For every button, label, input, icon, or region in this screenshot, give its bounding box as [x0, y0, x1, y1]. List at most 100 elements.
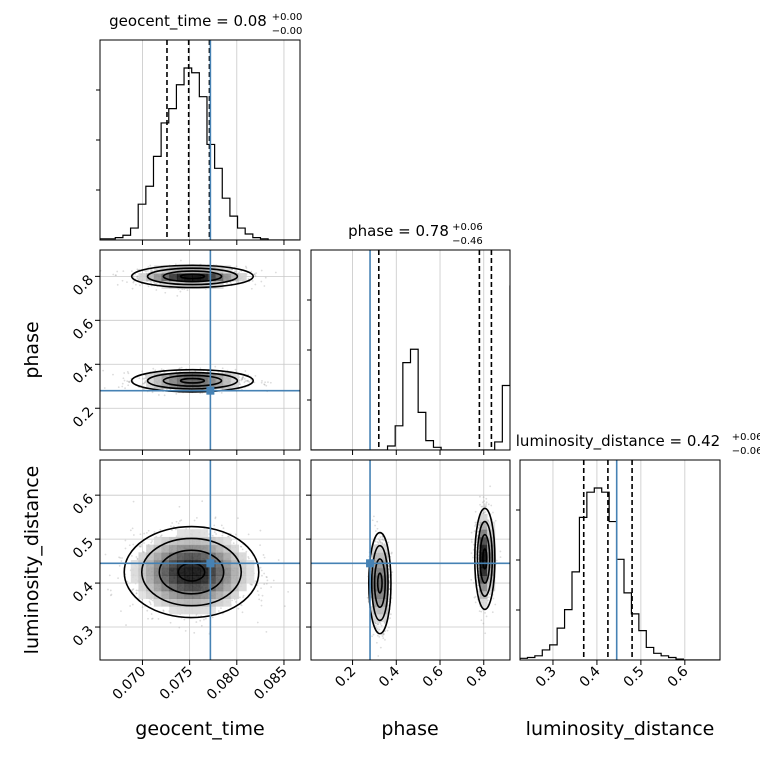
sample-point [213, 524, 216, 527]
sample-point [157, 617, 160, 620]
density-cell [200, 575, 209, 584]
sample-point [179, 520, 181, 522]
y-tick-label: 0.6 [70, 491, 97, 518]
sample-point [102, 369, 105, 372]
sample-point [375, 624, 377, 627]
sample-point [194, 370, 197, 372]
title-value: 0.42 [687, 432, 720, 450]
contour-line [146, 267, 239, 286]
sample-point [379, 541, 382, 544]
sample-point [152, 367, 155, 370]
sample-point [379, 542, 382, 544]
density-cell [146, 567, 155, 576]
sample-point [153, 281, 156, 284]
sample-point [139, 533, 142, 536]
sample-point [193, 631, 196, 634]
axes-frame [310, 249, 511, 451]
density-cell [138, 583, 147, 592]
density-cell [161, 280, 170, 289]
contour-line [146, 371, 239, 390]
sample-point [389, 613, 392, 616]
density-cell [223, 380, 232, 389]
sample-point [277, 559, 280, 561]
sample-point [250, 378, 253, 381]
sample-point [141, 377, 144, 380]
sample-point [180, 366, 183, 369]
density-cell [207, 273, 216, 282]
sample-point [155, 289, 158, 291]
sample-point [267, 381, 269, 383]
axes-frame [99, 249, 301, 451]
sample-point [195, 621, 198, 623]
sample-point [193, 519, 196, 522]
density-cell [207, 567, 216, 576]
sample-point [259, 544, 262, 546]
sample-point [242, 594, 245, 597]
density-cell [153, 567, 163, 576]
sample-point [134, 273, 137, 276]
sample-point [151, 270, 153, 272]
sample-point [245, 550, 248, 553]
sample-point [260, 604, 263, 607]
density-cell [223, 598, 232, 607]
sample-point [127, 380, 130, 383]
sample-point [204, 617, 207, 620]
sample-point [179, 290, 182, 293]
sample-point [260, 599, 263, 602]
sample-point [143, 532, 146, 535]
density-cell [192, 598, 201, 607]
sample-point [160, 535, 162, 538]
sample-point [388, 598, 390, 601]
density-cell [138, 552, 147, 561]
sample-point [127, 372, 130, 375]
sample-point [145, 532, 148, 534]
density-cell [184, 598, 193, 607]
sample-point [122, 377, 125, 380]
sample-point [244, 370, 247, 372]
sample-point [116, 270, 119, 273]
sample-point [389, 617, 391, 620]
sample-point [211, 534, 214, 537]
sample-point [238, 271, 241, 274]
density-cell [215, 280, 224, 289]
density-cell [238, 273, 247, 282]
sample-point [213, 531, 216, 534]
density-cell [200, 529, 209, 538]
density-cell [223, 575, 232, 584]
density-cell [176, 583, 186, 592]
y-tick-label: 0.4 [70, 579, 97, 606]
sample-point [151, 617, 153, 620]
histogram-phase: phase = 0.78 +0.06−0.46 [307, 222, 511, 455]
sample-point [390, 552, 393, 555]
sample-point [242, 375, 244, 378]
density-cell [169, 583, 178, 592]
sample-point [117, 386, 120, 389]
sample-point [382, 539, 385, 542]
density-cell [192, 575, 201, 584]
sample-point [200, 624, 203, 627]
sample-point [220, 391, 223, 394]
sample-point [176, 294, 179, 297]
sample-point [135, 592, 138, 595]
density-cell [192, 544, 201, 553]
sample-point [241, 377, 244, 379]
density-cell [184, 380, 193, 389]
sample-point [174, 528, 177, 531]
sample-point [132, 543, 135, 546]
sample-point [227, 535, 230, 538]
sample-point [138, 377, 141, 380]
sample-point [473, 596, 476, 599]
density-cell [223, 583, 232, 592]
sample-point [147, 269, 149, 272]
sample-point [178, 505, 181, 508]
sample-point [92, 275, 94, 277]
sample-point [155, 282, 158, 285]
sample-point [147, 285, 150, 288]
sample-point [124, 539, 127, 542]
sample-point [274, 271, 277, 274]
sample-point [150, 541, 153, 544]
sample-point [234, 270, 236, 273]
density-cell [215, 380, 224, 389]
sample-point [256, 621, 259, 624]
